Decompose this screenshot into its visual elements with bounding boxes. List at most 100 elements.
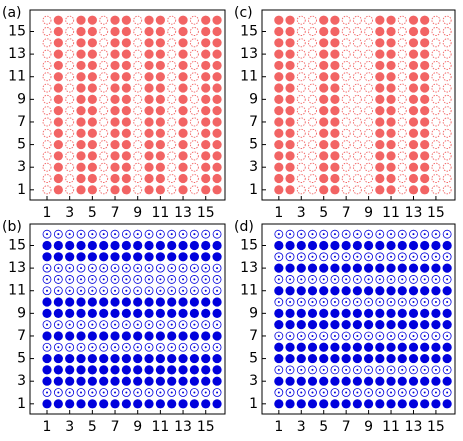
dot	[431, 106, 441, 116]
dot	[330, 342, 340, 352]
dot	[133, 342, 143, 352]
dot	[296, 162, 306, 172]
filled-dot	[155, 26, 165, 37]
open-dot	[364, 49, 374, 59]
dot	[189, 353, 199, 364]
filled-dot	[386, 185, 396, 195]
open-dot	[99, 15, 109, 25]
dot	[110, 275, 120, 284]
open-dot	[133, 162, 143, 172]
dot	[296, 49, 306, 59]
dot	[212, 399, 222, 409]
dot	[155, 83, 165, 93]
dot	[352, 174, 362, 183]
open-dot	[341, 83, 351, 93]
filled-dot	[99, 353, 109, 364]
open-dot-core	[412, 233, 415, 236]
dot	[386, 72, 396, 82]
y-tick-label: 9	[17, 91, 26, 107]
dot	[386, 376, 396, 386]
dot	[341, 185, 351, 195]
open-dot	[144, 275, 154, 284]
open-dot-core	[277, 334, 280, 337]
open-dot	[99, 128, 109, 138]
filled-dot	[274, 15, 284, 25]
open-dot	[155, 263, 165, 273]
filled-dot	[121, 60, 131, 71]
dot	[201, 275, 211, 284]
dot	[110, 106, 120, 116]
dot	[330, 151, 340, 161]
filled-dot	[167, 399, 177, 409]
open-dot	[330, 365, 340, 375]
dot	[285, 83, 295, 93]
dot	[341, 320, 351, 330]
open-dot	[76, 320, 86, 330]
filled-dot	[144, 72, 154, 82]
dot	[178, 376, 188, 386]
dot	[341, 229, 351, 239]
dot	[178, 60, 188, 71]
dot	[144, 15, 154, 25]
dot	[296, 60, 306, 70]
dot	[420, 139, 430, 150]
open-dot	[65, 106, 75, 116]
dot	[53, 106, 63, 116]
filled-dot	[144, 106, 154, 116]
filled-dot	[110, 83, 120, 93]
open-dot	[442, 275, 452, 284]
dot	[178, 185, 188, 195]
filled-dot	[274, 38, 284, 48]
dot	[87, 26, 97, 37]
dot	[53, 286, 63, 296]
dot	[65, 174, 75, 183]
dot	[397, 151, 407, 161]
filled-dot	[408, 399, 419, 409]
dot	[167, 275, 177, 284]
filled-dot	[212, 26, 222, 37]
dot	[53, 331, 63, 341]
open-dot	[133, 342, 143, 352]
dot	[408, 151, 419, 161]
dot	[274, 38, 284, 48]
open-dot-core	[125, 233, 128, 236]
open-dot	[296, 15, 306, 25]
dot	[352, 240, 362, 251]
filled-dot	[274, 94, 284, 104]
open-dot-core	[182, 289, 185, 292]
dot	[274, 94, 284, 104]
dot	[167, 140, 177, 150]
filled-dot	[274, 83, 284, 93]
open-dot	[167, 15, 177, 25]
dot	[42, 140, 52, 150]
open-dot-core	[114, 278, 117, 281]
open-dot-core	[80, 267, 83, 270]
open-dot	[133, 320, 143, 330]
open-dot	[442, 38, 452, 48]
open-dot-core	[57, 289, 60, 292]
filled-dot	[212, 83, 222, 93]
open-dot-core	[216, 267, 219, 270]
open-dot	[397, 331, 407, 341]
dot	[375, 72, 385, 82]
dot	[212, 106, 222, 116]
dot	[431, 376, 441, 386]
dot	[76, 388, 86, 397]
dot	[133, 286, 143, 296]
open-dot-core	[170, 391, 173, 394]
dot	[296, 252, 306, 262]
open-dot	[431, 49, 441, 59]
open-dot-core	[412, 391, 415, 394]
dot	[330, 331, 340, 341]
open-dot	[42, 229, 52, 239]
dot	[178, 286, 188, 296]
dot	[319, 173, 329, 184]
open-dot	[308, 106, 317, 116]
open-dot	[189, 83, 199, 93]
open-dot-core	[446, 334, 449, 337]
dot	[330, 15, 340, 25]
dot	[285, 353, 295, 364]
open-dot	[397, 15, 407, 25]
filled-dot	[420, 139, 430, 150]
x-tick-label: 11	[382, 205, 400, 221]
